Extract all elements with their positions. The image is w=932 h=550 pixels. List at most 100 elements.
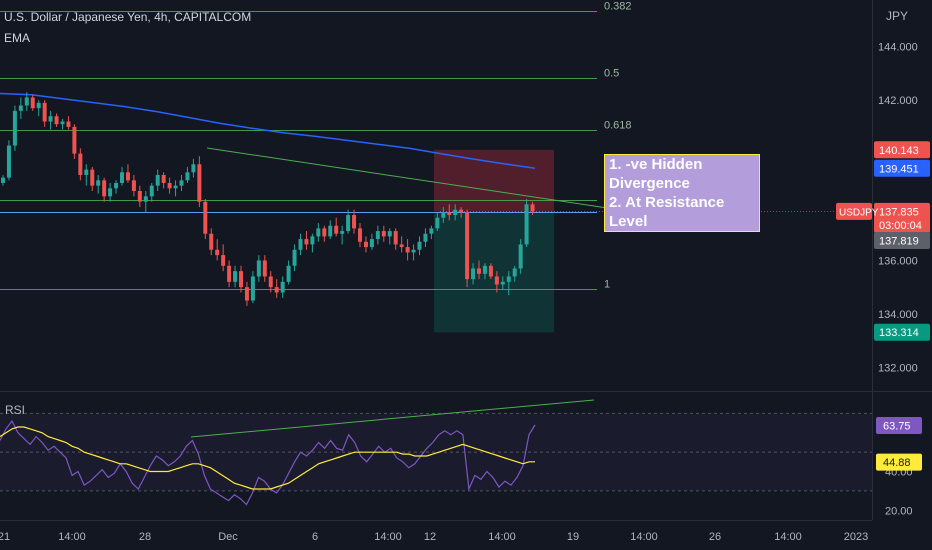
candle: [209, 228, 214, 256]
candle-body: [459, 209, 464, 213]
candle-body: [298, 239, 303, 250]
candle-body: [292, 249, 297, 266]
candle: [441, 207, 446, 224]
candle-body: [114, 182, 119, 189]
candle: [102, 177, 107, 202]
candle-body: [488, 265, 493, 277]
candle-body: [30, 97, 35, 109]
rsi-ma-line: [0, 426, 535, 490]
candle-body: [262, 260, 267, 277]
rsi-axis-tick: 20.00: [885, 505, 913, 517]
time-axis-tick: 14:00: [58, 531, 86, 543]
rsi-line: [0, 419, 536, 506]
candle-body: [48, 116, 53, 122]
price-axis-label: 133.314: [874, 323, 930, 341]
candle: [191, 158, 196, 178]
candle: [66, 116, 71, 130]
candle: [447, 204, 452, 221]
candle-body: [441, 212, 446, 218]
candle: [477, 260, 481, 280]
candle-body: [453, 209, 458, 216]
candle-body: [429, 228, 434, 234]
candle: [6, 140, 11, 181]
symbol-title: U.S. Dollar / Japanese Yen, 4h, CAPITALC…: [4, 10, 252, 24]
candle: [60, 118, 65, 130]
candle: [381, 225, 386, 242]
candle-body: [203, 201, 208, 234]
candle: [239, 265, 243, 293]
price-axis-label-countdown: 03:00:04: [879, 220, 922, 232]
rsi-ma-value: 44.88: [883, 457, 911, 469]
candle: [24, 92, 29, 111]
candle-body: [286, 265, 291, 282]
candle-body: [465, 212, 470, 280]
candle: [465, 209, 470, 288]
candle-body: [108, 188, 113, 197]
price-axis-label-value: 137.835: [879, 206, 919, 218]
rsi-value-label: 63.75: [876, 417, 922, 434]
candle: [405, 239, 410, 261]
candle: [292, 244, 297, 272]
candle-body: [358, 228, 362, 242]
candle-body: [250, 276, 255, 301]
candle: [84, 164, 89, 186]
rsi-indicator-label[interactable]: RSI: [5, 403, 26, 417]
ema-indicator-label[interactable]: EMA: [4, 31, 31, 45]
candle-body: [1, 177, 5, 183]
candle: [244, 281, 249, 306]
candle: [167, 177, 172, 194]
candle-body: [274, 287, 279, 293]
candle: [274, 279, 279, 298]
candle-body: [60, 121, 65, 125]
candle-body: [280, 281, 285, 293]
candle-body: [482, 265, 487, 274]
time-axis-tick: 2023: [844, 531, 868, 543]
price-axis-label-value: 137.819: [879, 236, 919, 248]
candle-body: [506, 276, 511, 282]
symbol-badge: USDJPY: [839, 207, 879, 218]
candle: [179, 174, 184, 191]
candle-body: [209, 233, 214, 250]
candle: [488, 263, 493, 280]
candle-body: [173, 185, 178, 189]
rsi-ma-value-label-bg: [876, 453, 922, 471]
annotation-box[interactable]: 1. -ve Hidden Divergence 2. At Resistanc…: [604, 154, 760, 232]
candle: [369, 233, 374, 250]
candle-body: [131, 180, 136, 191]
candle-body: [393, 231, 398, 245]
fib-level-label: 0.618: [604, 120, 632, 132]
candle-body: [12, 110, 17, 146]
candle: [280, 276, 285, 298]
candle-body: [191, 164, 196, 173]
candle-body: [36, 102, 41, 109]
candle: [90, 166, 95, 191]
price-trendline: [206, 147, 635, 213]
rsi-value: 63.75: [883, 421, 911, 433]
candle-body: [72, 126, 77, 154]
candle: [185, 166, 190, 183]
candle-body: [387, 231, 392, 237]
candle: [298, 233, 303, 256]
annotation-line-1: 1. -ve Hidden Divergence: [609, 156, 703, 192]
time-axis-tick: 28: [139, 531, 151, 543]
candle-body: [346, 215, 351, 232]
candle: [108, 182, 113, 202]
candle: [423, 228, 428, 248]
candle: [316, 223, 321, 242]
candle: [429, 225, 434, 240]
candle: [482, 263, 487, 280]
candle: [30, 94, 35, 111]
time-axis-tick: 26: [709, 531, 721, 543]
price-axis-label: 140.143: [874, 141, 930, 159]
candle-body: [411, 249, 416, 253]
candle-body: [143, 196, 148, 202]
time-axis-tick: 19: [567, 531, 579, 543]
candle-body: [244, 287, 249, 301]
candle: [42, 100, 47, 127]
candle: [256, 255, 261, 282]
candle-body: [161, 174, 166, 183]
candle-body: [340, 231, 345, 234]
candle-body: [24, 97, 29, 106]
